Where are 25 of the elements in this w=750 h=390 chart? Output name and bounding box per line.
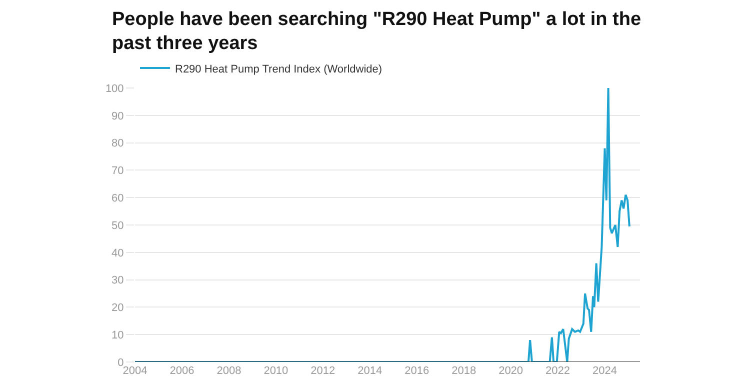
y-tick-label: 40 <box>112 247 124 260</box>
chart-title: People have been searching "R290 Heat Pump" a lot in the past three years <box>112 8 642 56</box>
y-tick-label: 100 <box>105 82 124 95</box>
x-tick-label: 2016 <box>404 365 430 377</box>
x-tick-label: 2010 <box>264 365 288 377</box>
x-tick-label: 2006 <box>170 365 194 377</box>
y-tick-label: 60 <box>112 192 124 204</box>
x-tick-label: 2014 <box>358 365 382 377</box>
y-tick-label: 80 <box>112 138 124 150</box>
line-series <box>135 88 630 362</box>
x-tick-label: 2018 <box>452 365 476 377</box>
x-tick-label: 2004 <box>122 365 148 377</box>
x-tick-label: 2020 <box>498 365 524 377</box>
x-tick-label: 2008 <box>216 365 242 377</box>
y-tick-label: 50 <box>112 220 124 232</box>
y-tick-label: 20 <box>112 302 124 314</box>
y-tick-label: 90 <box>112 110 124 122</box>
y-tick-label: 30 <box>112 274 124 287</box>
y-tick-label: 0 <box>118 356 124 369</box>
x-tick-label: 2024 <box>592 365 618 377</box>
x-tick-label: 2022 <box>546 365 570 377</box>
y-tick-label: 10 <box>112 329 124 342</box>
y-tick-label: 70 <box>112 165 124 178</box>
x-tick-label: 2012 <box>310 365 336 377</box>
legend-label: R290 Heat Pump Trend Index (Worldwide) <box>175 63 382 76</box>
